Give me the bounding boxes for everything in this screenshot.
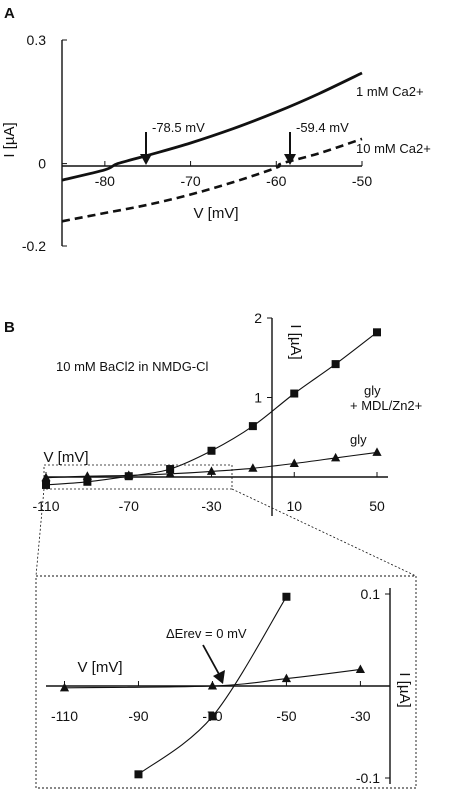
panel-b-x-tick-label: -70 <box>119 498 139 514</box>
panel-b-point-gly <box>124 470 134 479</box>
panel-b-point-gly <box>372 447 382 456</box>
inset-x-tick-label: -90 <box>128 708 148 724</box>
panel-a-plot: -80 -70 -60 -50 0.3 0 -0.2 -78.5 mV -59.4 mV 1… <box>1 32 431 254</box>
panel-b-y-tick-label: 2 <box>254 310 262 326</box>
panel-b-inset: -110-90-70-50-300.1-0.1 ΔErev = 0 mV V [… <box>35 575 417 789</box>
panel-a-label: A <box>4 5 15 22</box>
panel-b-point-mdl <box>331 360 340 369</box>
inset-y-tick-label: -0.1 <box>356 770 380 786</box>
panel-b-label: B <box>4 319 15 336</box>
panel-a-y-tick-label: -0.2 <box>22 238 46 254</box>
panel-a-x-tick-label: -50 <box>352 173 372 189</box>
inset-x-tick-label: -30 <box>350 708 370 724</box>
panel-a-curve-10mm <box>61 137 363 223</box>
inset-y-label: I [µA] <box>396 672 413 707</box>
panel-b-zoom-box <box>43 464 233 490</box>
inset-y-tick-label: 0.1 <box>361 586 381 602</box>
inset-point-mdl <box>134 770 143 779</box>
panel-a-arrowhead-1 <box>140 154 152 165</box>
panel-a-x-label: V [mV] <box>193 205 238 222</box>
panel-b-point-mdl <box>290 389 299 398</box>
inset-point-gly <box>207 681 218 690</box>
panel-a-curve-label-1mm: 1 mM Ca2+ <box>356 84 424 99</box>
panel-b-x-tick-label: 10 <box>286 498 302 514</box>
panel-b-point-gly <box>82 471 92 480</box>
panel-b-x-tick-label: 50 <box>369 498 385 514</box>
panel-b-point-mdl <box>42 480 50 489</box>
inset-arrow <box>202 644 221 677</box>
panel-b-point-gly <box>206 466 217 475</box>
panel-b-curve-label-gly: gly <box>350 432 367 447</box>
panel-a-x-tick-label: -80 <box>95 173 115 189</box>
inset-x-tick-label: -50 <box>276 708 296 724</box>
panel-a-x-tick-label: -60 <box>266 173 286 189</box>
panel-b-point-gly <box>248 463 258 472</box>
inset-point-mdl <box>208 712 217 721</box>
panel-a-x-tick-label: -70 <box>180 173 200 189</box>
inset-x-tick-label: -110 <box>51 708 78 724</box>
panel-a-arrow-label-2: -59.4 mV <box>296 120 349 135</box>
inset-point-gly <box>281 673 292 683</box>
panel-b-point-gly <box>331 452 341 462</box>
inset-annotation: ΔErev = 0 mV <box>166 626 247 641</box>
inset-arrowhead <box>213 670 225 684</box>
inset-point-gly <box>59 682 70 692</box>
panel-b-x-tick-label: -110 <box>33 498 60 514</box>
panel-b-point-mdl <box>207 446 216 455</box>
panel-b-zoom-connector-right <box>231 488 417 577</box>
panel-b-curve-label-mdl: + MDL/Zn2+ <box>350 398 422 413</box>
panel-a-arrowhead-2 <box>284 154 296 165</box>
panel-b-condition: 10 mM BaCl2 in NMDG-Cl <box>56 359 209 374</box>
panel-b-y-tick-label: 1 <box>254 390 262 406</box>
inset-point-mdl <box>282 592 291 601</box>
panel-b-curve-label-gly-top: gly <box>364 383 381 398</box>
panel-b-fit-mdl <box>45 331 378 486</box>
panel-b-point-mdl <box>248 422 257 431</box>
panel-b-x-tick-label: -30 <box>201 498 221 514</box>
panel-b-point-gly <box>165 468 175 478</box>
panel-a-arrow-label-1: -78.5 mV <box>152 120 205 135</box>
inset-frame <box>35 575 417 789</box>
panel-a-y-label: I [µA] <box>1 122 18 157</box>
panel-b-point-gly <box>289 458 299 467</box>
panel-a-y-tick-label: 0.3 <box>27 32 47 48</box>
panel-a-curve-label-10mm: 10 mM Ca2+ <box>356 141 431 156</box>
panel-b-y-label: I [µA] <box>287 324 304 359</box>
panel-a-y-tick-label: 0 <box>38 156 46 172</box>
panel-b-zoom-connector-left <box>35 488 45 577</box>
inset-fit-gly <box>64 668 361 689</box>
inset-point-gly <box>355 664 366 673</box>
panel-b-point-mdl <box>83 477 92 486</box>
panel-b-point-mdl <box>373 328 381 337</box>
inset-x-label: V [mV] <box>77 659 122 676</box>
panel-b-x-label: V [mV] <box>43 449 88 466</box>
panel-a-curve-1mm <box>61 71 363 182</box>
